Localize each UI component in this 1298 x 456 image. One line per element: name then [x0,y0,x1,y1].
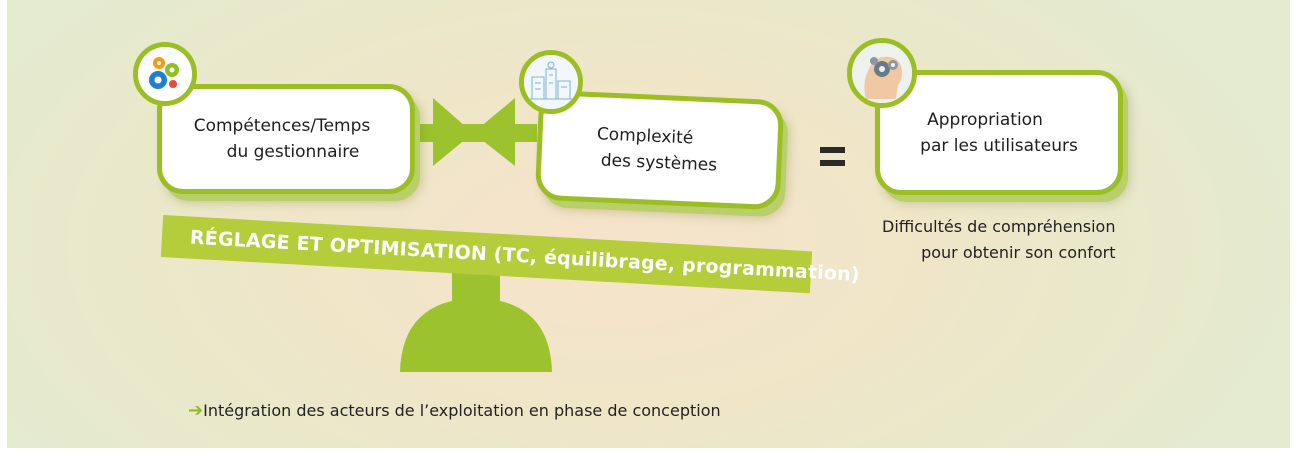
card-competences-line1: Compétences/Temps [193,116,371,136]
card-appropriation: Appropriation par les utilisateurs [875,70,1123,195]
equals-sign [820,147,845,173]
gears-icon [133,42,197,106]
card-appropriation-line2: par les utilisateurs [920,135,1078,156]
footer-text: Intégration des acteurs de l’exploitatio… [203,401,721,420]
arrow-right-icon: ➔ [188,400,204,421]
card-appropriation-line1: Appropriation [927,109,1043,130]
card-competences-line2: du gestionnaire [226,142,360,162]
card-complexite: Complexité des systèmes [534,89,785,211]
card-competences: Compétences/Temps du gestionnaire [157,84,415,194]
difficulty-note-line1: Difficultés de compréhension [882,217,1116,236]
footer-note: ➔Intégration des acteurs de l’exploitati… [188,398,721,424]
building-systems-icon [519,50,583,114]
difficulty-note-line2: pour obtenir son confort [921,243,1116,262]
bowtie-connector [405,98,537,166]
difficulty-note: Difficultés de compréhension pour obteni… [882,214,1115,266]
head-gears-icon [847,38,917,108]
diagram-canvas: RÉGLAGE ET OPTIMISATION (TC, équilibrage… [7,0,1290,448]
